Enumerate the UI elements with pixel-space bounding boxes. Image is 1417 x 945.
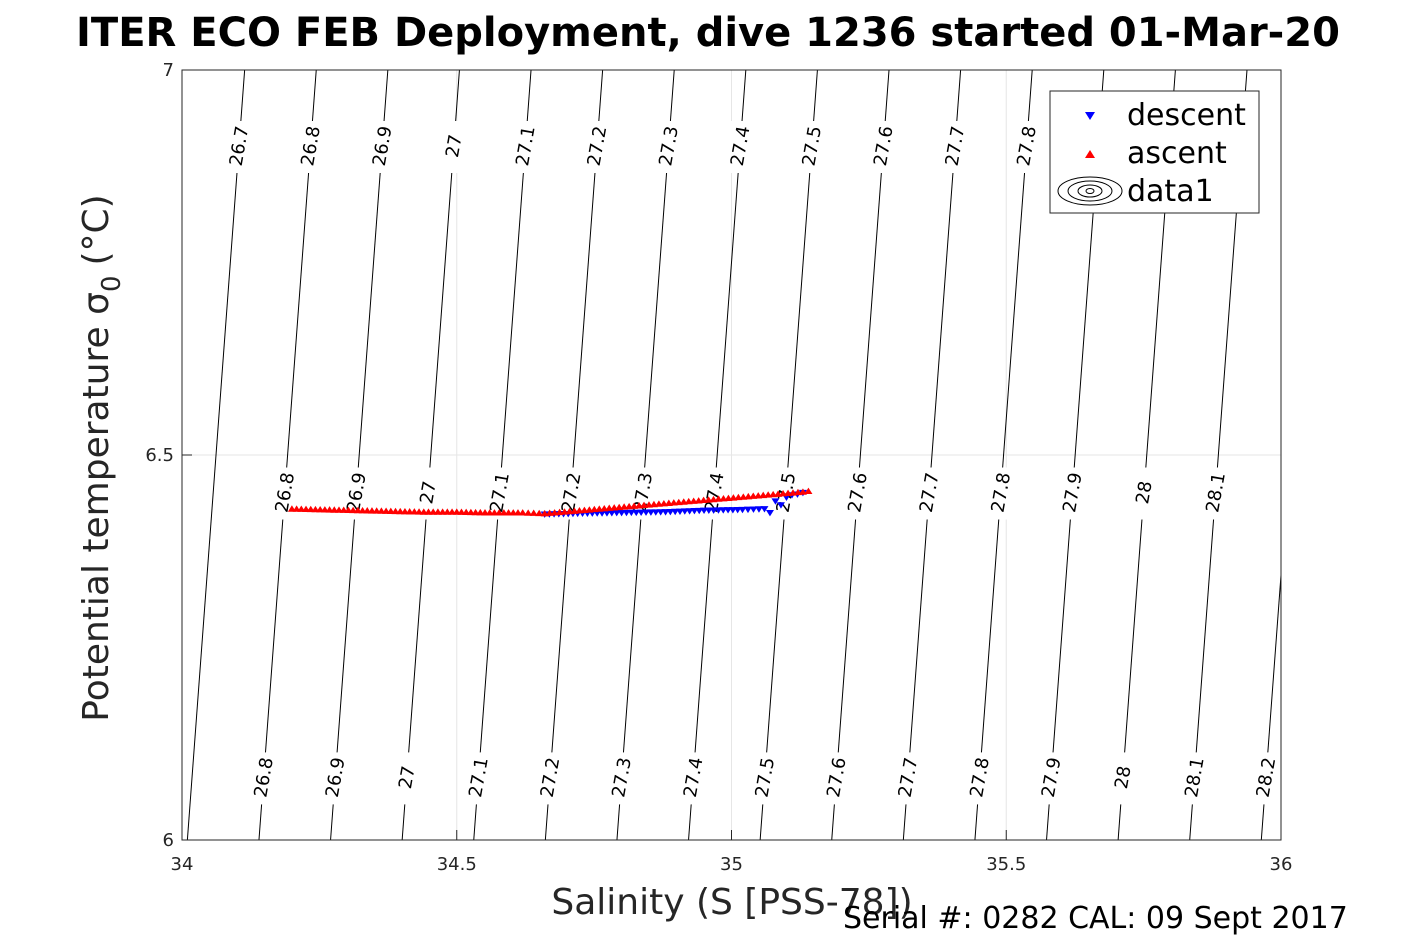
descent-point: [738, 506, 747, 514]
x-tick-label: 34.5: [437, 854, 477, 875]
contour-line: [616, 69, 675, 841]
contour-label: 27: [395, 764, 420, 790]
svg-text:Potential temperature σ0(°C): Potential temperature σ0 (°C): [76, 194, 127, 721]
contour-line: [688, 69, 747, 841]
contour-line: [544, 69, 604, 841]
descent-point: [776, 502, 785, 509]
contour-label-bg: [466, 752, 491, 805]
x-axis-label: Salinity (S [PSS-78]): [551, 882, 912, 923]
y-tick-label: 6.5: [145, 445, 174, 466]
contour-label-bg: [394, 752, 419, 805]
legend-box: [1049, 90, 1260, 214]
contour-label-bg: [942, 121, 967, 173]
contour-label-bg: [537, 752, 562, 805]
y-axis-label-subscript: 0: [97, 275, 127, 292]
contour-label-bg: [1014, 121, 1039, 173]
contour-label-bg: [370, 121, 395, 173]
contour-line: [401, 69, 460, 841]
contour-line: [831, 69, 890, 841]
contour-line: [330, 69, 389, 841]
contour-label-bg: [728, 121, 753, 173]
contour-label-bg: [584, 121, 609, 173]
contour-label-bg: [226, 121, 251, 173]
contour-label-bg: [681, 752, 706, 805]
contour-label-bg: [752, 752, 777, 805]
legend-descent-label: descent: [1127, 98, 1246, 133]
legend-contour-icon: [1057, 176, 1123, 206]
ascent-point: [529, 509, 538, 516]
contour-label-bg: [441, 121, 466, 173]
descent-point: [754, 506, 763, 513]
x-tick-label: 35.5: [986, 854, 1026, 875]
contour-label: 27: [442, 133, 467, 159]
contour-label-bg: [871, 121, 896, 173]
y-axis-label-main: Potential temperature σ: [76, 292, 117, 722]
ascent-point: [798, 488, 807, 495]
contour-label-bg: [1131, 467, 1156, 520]
chart-title: ITER ECO FEB Deployment, dive 1236 start…: [76, 10, 1340, 56]
contour-line: [473, 69, 532, 841]
contour-labels: 26.7 26.8 26.9 27 27.1 27.2 27.3 27.4 27.5 27.6 27…: [226, 121, 1280, 805]
grid-lines: [182, 70, 1281, 840]
contour-label-bg: [298, 121, 323, 173]
y-tick-label: 7: [163, 60, 174, 81]
contour-label-bg: [895, 752, 920, 805]
contour-line: [258, 69, 317, 841]
y-tick-label: 6: [163, 830, 174, 851]
legend-data1-label: data1: [1127, 174, 1214, 209]
ascent-point: [524, 509, 533, 516]
contour-label-bg: [1182, 752, 1207, 805]
contour-label-bg: [1253, 752, 1278, 805]
contour-line: [759, 69, 818, 841]
y-axis-label-unit: (°C): [76, 194, 117, 265]
contour-label-bg: [323, 752, 348, 805]
contour-label: 28: [1111, 764, 1136, 790]
contour-label-bg: [513, 121, 538, 173]
x-tick-label: 36: [1270, 854, 1293, 875]
x-tick-label: 35: [720, 854, 743, 875]
contour-label-bg: [988, 467, 1013, 520]
contour-label-bg: [609, 752, 634, 805]
y-axis-ticks: 66.57: [145, 60, 192, 851]
contour-label-bg: [917, 467, 942, 520]
legend-descent-marker: [1085, 112, 1095, 120]
ascent-point: [804, 487, 813, 494]
contour-line: [974, 69, 1033, 841]
legend-ascent-label: ascent: [1127, 136, 1227, 171]
descent-point: [760, 506, 769, 513]
contour-label-bg: [799, 121, 824, 173]
contour-label-bg: [656, 121, 681, 173]
contour-label-bg: [1110, 752, 1135, 805]
contour-label-bg: [845, 467, 870, 520]
contour-label-bg: [1060, 467, 1085, 520]
contour-line: [186, 69, 246, 841]
legend: descent ascent data1: [1049, 90, 1260, 214]
ascent-point: [518, 509, 527, 516]
descent-point: [771, 498, 780, 505]
contour-label: 27: [416, 479, 441, 505]
serial-calibration-text: Serial #: 0282 CAL: 09 Sept 2017: [843, 901, 1348, 936]
descent-point: [749, 506, 758, 513]
x-tick-label: 34: [171, 854, 194, 875]
descent-point: [743, 506, 752, 514]
contour-label-bg: [1039, 752, 1064, 805]
series-ascent: [287, 487, 813, 517]
contour-label-bg: [824, 752, 849, 805]
y-axis-label: Potential temperature σ0 (°C): [76, 194, 127, 721]
contour-label-bg: [967, 752, 992, 805]
contour-label: 28: [1132, 479, 1157, 505]
contour-line: [902, 69, 962, 841]
descent-point: [765, 509, 774, 517]
ascent-point: [535, 509, 544, 517]
contour-label-bg: [251, 752, 276, 805]
contour-label-bg: [1203, 467, 1228, 520]
legend-ascent-marker: [1085, 150, 1095, 158]
x-axis-ticks: 34 34.5 35 35.5 36: [171, 830, 1293, 875]
